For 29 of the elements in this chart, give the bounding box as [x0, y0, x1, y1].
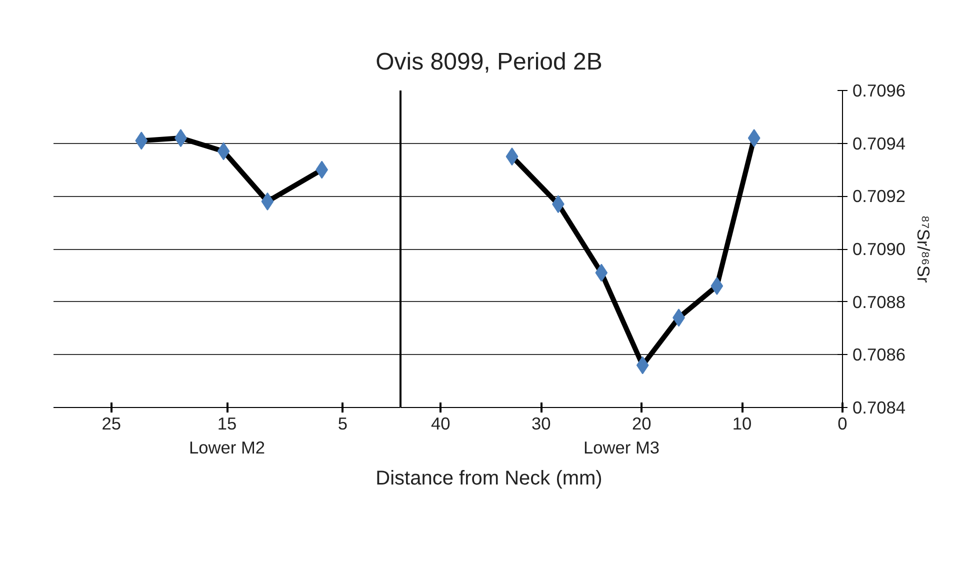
y-tick-label: 0.7084 — [852, 398, 906, 418]
y-tick-label: 0.7088 — [852, 292, 906, 312]
point — [710, 276, 724, 295]
point — [135, 132, 148, 150]
y-tick-label: 0.7090 — [852, 239, 906, 259]
chart-title: Ovis 8099, Period 2B — [376, 48, 602, 76]
point — [506, 148, 518, 166]
point — [261, 192, 274, 210]
x-tick-label: 40 — [431, 414, 450, 434]
x-tick-label: 10 — [732, 414, 752, 434]
x-tick-label: 5 — [338, 414, 348, 434]
y-tick-label: 0.7086 — [852, 344, 906, 365]
x-axis-title: Lower M2 — [188, 438, 266, 458]
x-tick-label: 15 — [217, 414, 237, 434]
point — [316, 160, 328, 179]
x-tick-label: 30 — [532, 414, 551, 434]
point — [748, 129, 760, 148]
point — [217, 142, 230, 160]
y-tick-label: 0.7092 — [852, 186, 906, 206]
point — [636, 356, 649, 374]
x-tick-label: 0 — [838, 414, 848, 434]
x-tick-label: 25 — [102, 414, 121, 434]
y-axis-title: ⁸⁷Sr/⁸⁶Sr — [914, 215, 934, 283]
y-tick-label: 0.7096 — [852, 80, 906, 100]
text: Distance from Neck (mm) — [376, 468, 602, 490]
y-tick-label: 0.7094 — [852, 133, 906, 154]
x-tick-label: 20 — [632, 414, 652, 434]
point — [595, 264, 608, 282]
x-axis-title: Lower M3 — [583, 438, 660, 458]
